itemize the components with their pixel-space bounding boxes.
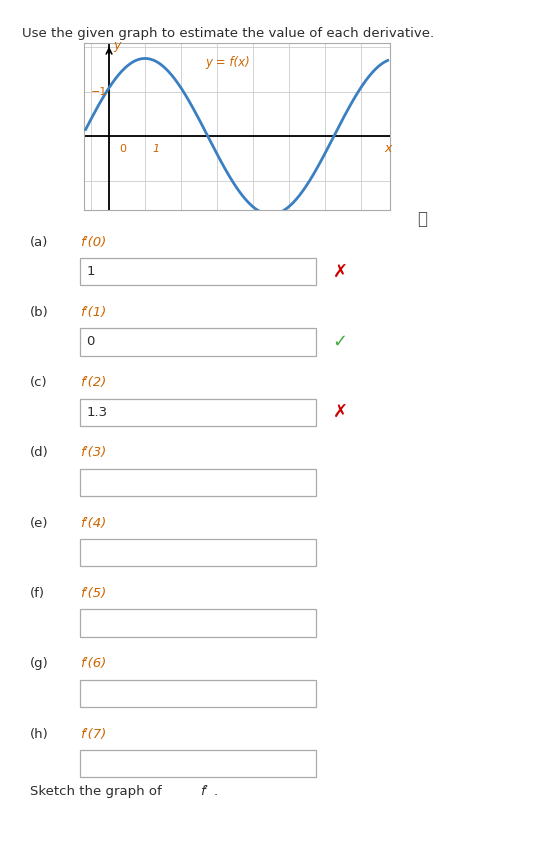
Text: ✗: ✗ bbox=[333, 403, 348, 422]
Text: (h): (h) bbox=[30, 728, 49, 740]
Text: Sketch the graph of: Sketch the graph of bbox=[30, 785, 166, 798]
Text: 0: 0 bbox=[87, 335, 95, 349]
Text: ✓: ✓ bbox=[333, 333, 348, 351]
Text: Use the given graph to estimate the value of each derivative.: Use the given graph to estimate the valu… bbox=[22, 27, 434, 40]
Text: f′(7): f′(7) bbox=[80, 728, 107, 740]
Text: 1: 1 bbox=[87, 265, 95, 279]
Text: −1: −1 bbox=[91, 87, 107, 97]
Text: f′(2): f′(2) bbox=[80, 376, 107, 389]
Text: .: . bbox=[214, 785, 218, 798]
Text: (d): (d) bbox=[30, 446, 49, 459]
Text: f′(0): f′(0) bbox=[80, 236, 107, 249]
Text: f′(1): f′(1) bbox=[80, 306, 107, 319]
Text: (g): (g) bbox=[30, 657, 49, 670]
Text: ✗: ✗ bbox=[333, 262, 348, 281]
Text: f′(5): f′(5) bbox=[80, 587, 107, 600]
Text: f′(6): f′(6) bbox=[80, 657, 107, 670]
Text: 0: 0 bbox=[119, 144, 126, 154]
Text: ⓘ: ⓘ bbox=[417, 209, 427, 228]
Text: y: y bbox=[113, 39, 121, 51]
Text: x: x bbox=[384, 142, 391, 155]
Text: (a): (a) bbox=[30, 236, 48, 249]
Text: f′(4): f′(4) bbox=[80, 517, 107, 530]
Text: y = f(x): y = f(x) bbox=[206, 57, 250, 69]
Text: (c): (c) bbox=[30, 376, 48, 389]
Text: (f): (f) bbox=[30, 587, 45, 600]
Text: 1: 1 bbox=[152, 144, 160, 154]
Text: 1.3: 1.3 bbox=[87, 405, 108, 419]
Text: f′: f′ bbox=[200, 785, 208, 798]
Text: (e): (e) bbox=[30, 517, 48, 530]
Text: (b): (b) bbox=[30, 306, 49, 319]
Text: f′(3): f′(3) bbox=[80, 446, 107, 459]
